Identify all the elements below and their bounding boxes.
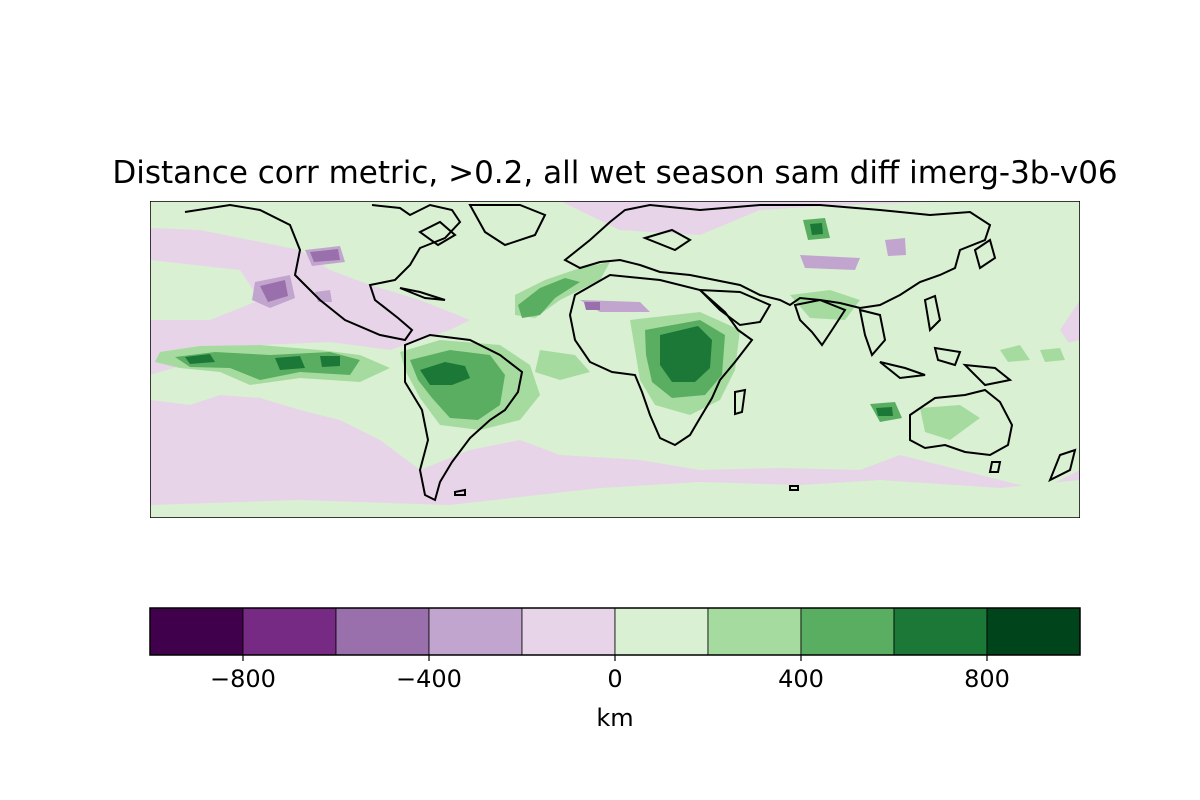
colorbar-segment (800, 607, 895, 656)
colorbar-label: km (596, 704, 633, 732)
field-class-600-800 (185, 223, 893, 416)
colorbar-segment (614, 607, 709, 656)
colorbar-tick-label: 400 (778, 665, 824, 693)
colorbar-segment (242, 607, 337, 656)
colorbar-segment (149, 607, 244, 656)
field-class-0-200 (150, 201, 1080, 518)
colorbar-segment (335, 607, 430, 656)
colorbar-segment (521, 607, 616, 656)
colorbar-tick-label: 800 (964, 665, 1010, 693)
colorbar-segment (428, 607, 523, 656)
colorbar-tick-label: 0 (607, 665, 622, 693)
colorbar-tick-label: −400 (396, 665, 462, 693)
colorbar-tick-label: −800 (210, 665, 276, 693)
field-class-neg-400-600 (260, 249, 600, 310)
coastlines (184, 203, 1077, 502)
colorbar: −800 −400 0 400 800 (149, 607, 1081, 693)
colorbar-segment (986, 607, 1081, 656)
map-panel (150, 201, 1080, 518)
colorbar-segment (893, 607, 988, 656)
map-title: Distance corr metric, >0.2, all wet seas… (112, 155, 1117, 191)
colorbar-segment (707, 607, 802, 656)
